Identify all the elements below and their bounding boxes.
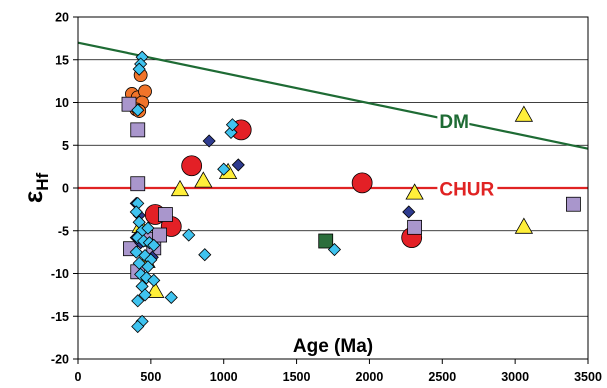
data-point xyxy=(225,118,240,132)
y-axis-title: εHf xyxy=(18,173,52,204)
data-point xyxy=(164,290,178,305)
y-axis-title-main: ε xyxy=(18,191,48,203)
x-tick-label: 2500 xyxy=(428,370,456,384)
data-point xyxy=(194,171,213,188)
data-point xyxy=(129,205,143,219)
dm-line xyxy=(77,41,589,150)
data-point xyxy=(131,319,145,334)
chur-label-background xyxy=(437,180,498,201)
data-point xyxy=(407,219,423,235)
x-tick-label: 1000 xyxy=(210,370,238,384)
y-tick-label: -15 xyxy=(51,310,69,324)
dm-label: DM xyxy=(439,112,469,133)
data-point xyxy=(141,260,155,274)
x-tick-label: 1500 xyxy=(283,370,311,384)
data-point xyxy=(130,122,146,138)
data-point xyxy=(130,176,146,192)
y-tick-label: 0 xyxy=(62,182,69,196)
data-point xyxy=(152,227,168,243)
data-points xyxy=(121,50,581,334)
data-point xyxy=(131,103,145,117)
data-point xyxy=(141,221,155,235)
y-tick-label: 15 xyxy=(55,53,69,67)
axis-tick-labels: -20 -15 -10 -5 0 5 10 15 20 0 500 1000 1500 2000 2500 3… xyxy=(51,11,602,385)
chur-label: CHUR xyxy=(439,180,494,201)
y-tick-label: -5 xyxy=(58,224,69,238)
y-tick-label: 5 xyxy=(62,139,69,153)
data-point xyxy=(170,179,190,197)
data-point xyxy=(131,294,145,308)
x-tick-label: 0 xyxy=(75,370,82,384)
data-point xyxy=(202,134,216,148)
data-point xyxy=(217,162,231,176)
data-point xyxy=(351,172,373,194)
data-point xyxy=(231,158,245,172)
x-tick-label: 500 xyxy=(140,370,161,384)
y-tick-label: -20 xyxy=(51,353,69,367)
data-point xyxy=(566,196,581,212)
data-point xyxy=(147,273,161,287)
x-axis-title: Age (Ma) xyxy=(293,336,373,357)
data-point xyxy=(158,207,173,222)
data-point xyxy=(318,233,334,249)
reference-line-labels: DM CHUR xyxy=(437,112,498,201)
y-tick-label: 10 xyxy=(55,96,69,110)
y-axis-title-subscript: Hf xyxy=(33,173,52,191)
data-point xyxy=(146,281,165,298)
data-point xyxy=(402,205,416,219)
data-point xyxy=(138,288,152,302)
data-point xyxy=(121,96,137,112)
data-point xyxy=(147,238,161,252)
data-point xyxy=(327,242,342,257)
reference-lines xyxy=(77,41,589,190)
data-point xyxy=(182,228,196,242)
data-point xyxy=(198,248,212,262)
y-tick-label: 20 xyxy=(55,11,69,25)
data-point xyxy=(138,248,152,263)
data-point xyxy=(514,217,534,234)
x-tick-label: 3500 xyxy=(574,370,602,384)
data-point xyxy=(405,183,424,200)
axis-ticks xyxy=(73,16,589,364)
data-point xyxy=(514,105,534,122)
x-tick-label: 3000 xyxy=(501,370,529,384)
dm-label-background xyxy=(437,113,470,134)
data-point xyxy=(181,155,203,177)
data-point xyxy=(132,62,146,76)
y-tick-label: -10 xyxy=(51,267,69,281)
x-tick-label: 2000 xyxy=(356,370,384,384)
